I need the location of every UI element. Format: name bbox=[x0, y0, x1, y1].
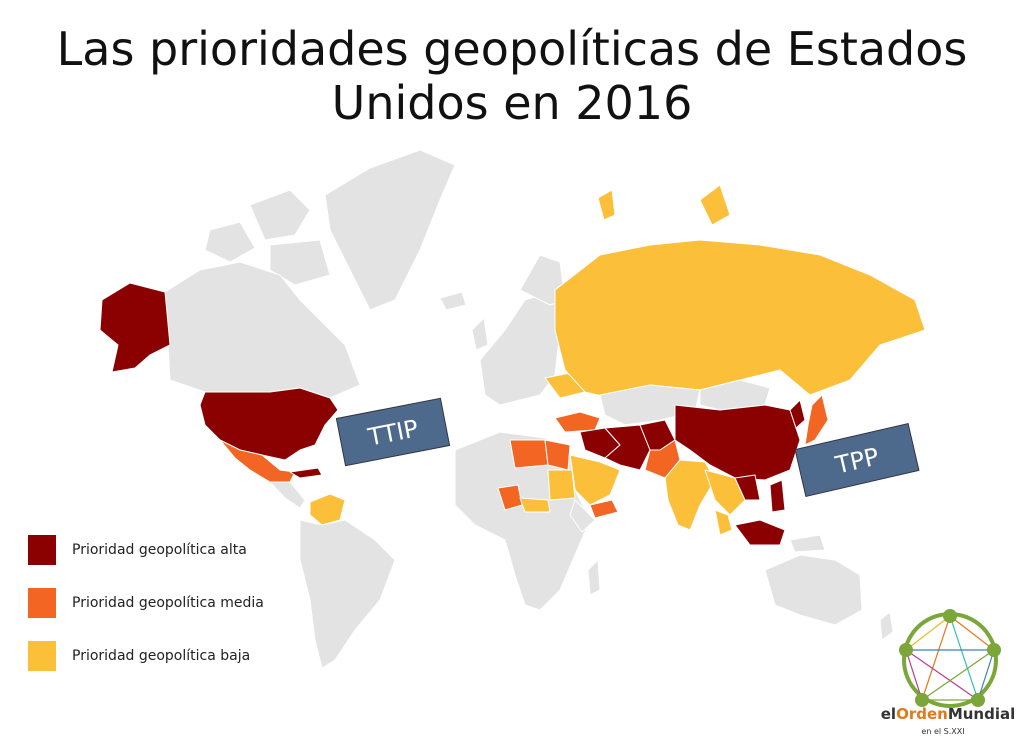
legend-label-alta: Prioridad geopolítica alta bbox=[72, 542, 247, 558]
legend-item-baja: Prioridad geopolítica baja bbox=[28, 640, 264, 672]
alaska bbox=[99, 282, 171, 373]
logo-brand-pre: el bbox=[880, 705, 897, 723]
venezuela bbox=[309, 493, 346, 526]
sudan bbox=[547, 469, 576, 501]
somalia bbox=[569, 499, 596, 533]
cuba bbox=[289, 467, 323, 479]
legend: Prioridad geopolítica alta Prioridad geo… bbox=[28, 534, 264, 693]
indonesia-2 bbox=[789, 534, 826, 553]
se-asia bbox=[704, 469, 746, 516]
logo-wordmark: elOrdenMundial bbox=[868, 705, 1024, 723]
libya bbox=[509, 439, 549, 469]
india bbox=[664, 459, 716, 531]
canada-islands bbox=[249, 189, 311, 241]
title-line-2: Unidos en 2016 bbox=[331, 76, 693, 130]
australia bbox=[764, 554, 863, 626]
greenland bbox=[324, 149, 456, 311]
egypt bbox=[544, 439, 571, 471]
indonesia bbox=[734, 519, 786, 546]
legend-item-media: Prioridad geopolítica media bbox=[28, 587, 264, 619]
legend-swatch-media bbox=[28, 588, 56, 618]
turkey bbox=[554, 411, 601, 433]
ttip-label: TTIP bbox=[335, 397, 451, 467]
logo-brand-post: Mundial bbox=[947, 705, 1016, 723]
legend-swatch-alta bbox=[28, 535, 56, 565]
legend-item-alta: Prioridad geopolítica alta bbox=[28, 534, 264, 566]
legend-label-media: Prioridad geopolítica media bbox=[72, 595, 264, 611]
malaysia bbox=[714, 509, 733, 536]
siberia-island bbox=[699, 184, 731, 226]
legend-label-baja: Prioridad geopolítica baja bbox=[72, 648, 251, 664]
russia bbox=[554, 239, 926, 399]
south-america bbox=[299, 519, 396, 669]
title-line-1: Las prioridades geopolíticas de Estados bbox=[56, 22, 968, 76]
yemen bbox=[589, 499, 619, 519]
europe bbox=[479, 289, 561, 406]
novaya-zemlya bbox=[597, 189, 616, 221]
mexico bbox=[219, 439, 296, 483]
logo-subtitle: en el S.XXI bbox=[921, 727, 965, 736]
legend-swatch-baja bbox=[28, 641, 56, 671]
scandinavia bbox=[519, 254, 566, 306]
central-america bbox=[269, 481, 306, 509]
japan bbox=[804, 394, 829, 446]
philippines bbox=[769, 479, 786, 513]
logo-emblem bbox=[899, 609, 1001, 708]
logo-brand-accent: Orden bbox=[896, 705, 948, 723]
new-zealand bbox=[879, 611, 894, 641]
china bbox=[674, 404, 801, 481]
vietnam bbox=[734, 474, 761, 501]
iceland bbox=[439, 291, 467, 311]
tpp-label: TPP bbox=[794, 422, 920, 498]
canada-islands-2 bbox=[204, 221, 256, 263]
usa bbox=[199, 387, 339, 461]
map-title: Las prioridades geopolíticas de Estados … bbox=[0, 22, 1024, 130]
sahel bbox=[519, 497, 551, 513]
canada-islands-3 bbox=[269, 239, 331, 286]
canada bbox=[164, 261, 361, 399]
north-korea bbox=[789, 399, 806, 429]
madagascar bbox=[587, 559, 601, 596]
uk bbox=[471, 317, 489, 351]
